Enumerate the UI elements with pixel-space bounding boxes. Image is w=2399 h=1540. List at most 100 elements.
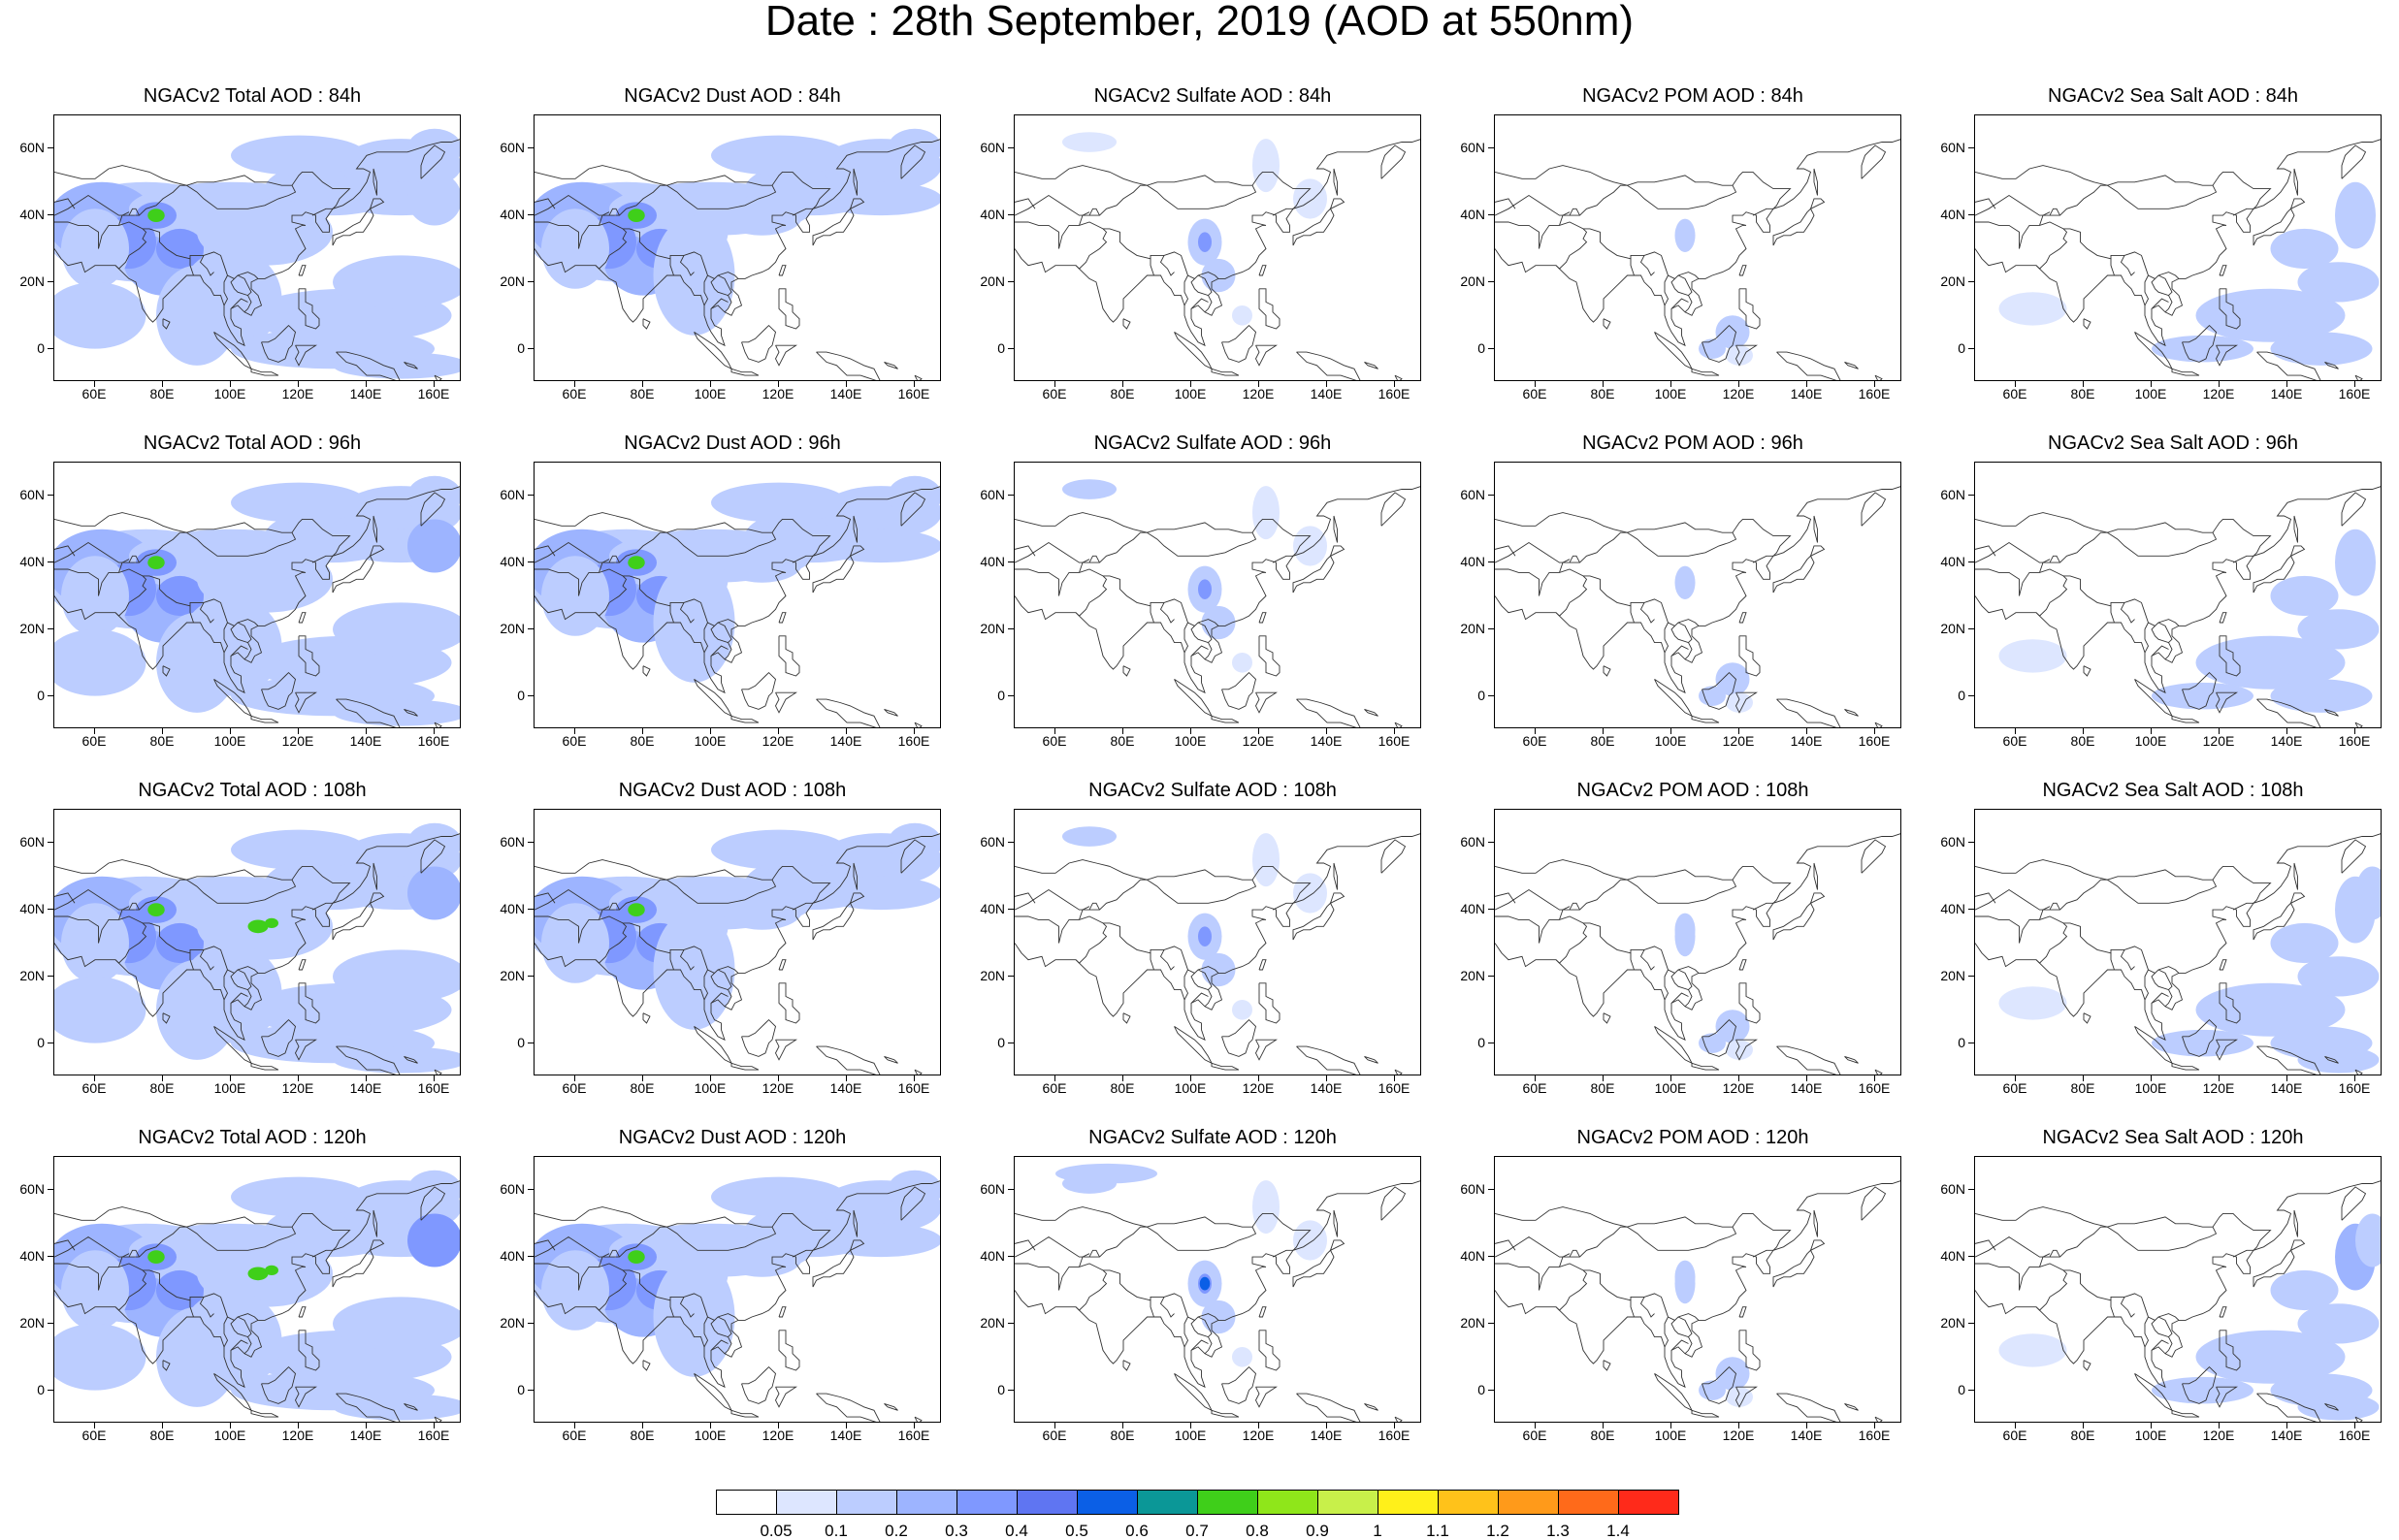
map-panel: NGACv2 POM AOD : 84h 60N 40N 20N 0 60E 80E 100E…	[1450, 85, 1935, 415]
boundary-line	[1734, 691, 1759, 714]
lat-tick-label: 60N	[1460, 834, 1485, 850]
boundary-line	[1813, 1209, 1818, 1237]
boundary-line	[774, 1386, 798, 1408]
boundary-line	[1975, 1239, 1996, 1251]
boundary-line	[1670, 645, 1689, 657]
lat-tick	[1488, 1322, 1494, 1324]
aod-map	[535, 475, 940, 727]
boundary-line	[2293, 862, 2298, 890]
boundary-line	[298, 288, 320, 330]
boundary-line	[2232, 555, 2253, 563]
boundary-line	[213, 679, 253, 718]
boundary-line	[1103, 228, 1219, 279]
lat-tick-label: 0	[1958, 1381, 1965, 1397]
aod-shading	[888, 1170, 940, 1210]
boundary-line	[250, 1062, 279, 1071]
boundary-line	[2151, 973, 2173, 1008]
aod-shading	[1715, 315, 1750, 349]
aod-map	[54, 822, 460, 1075]
lon-tick	[1122, 1075, 1123, 1081]
aod-shading	[1998, 1333, 2067, 1367]
aod-shading	[2297, 1303, 2380, 1344]
aod-shading	[653, 562, 735, 683]
lon-tick-label: 80E	[2070, 1428, 2095, 1443]
lon-tick-label: 100E	[2134, 1428, 2167, 1443]
lon-tick-label: 100E	[2134, 733, 2167, 749]
lat-tick-label: 60N	[980, 487, 1005, 503]
aod-shading	[820, 876, 940, 911]
panel-title: NGACv2 Sea Salt AOD : 108h	[2042, 780, 2304, 801]
boundary-line	[2134, 679, 2174, 718]
aod-shading	[1674, 1264, 1696, 1304]
boundary-line	[298, 265, 307, 276]
lat-tick	[1488, 214, 1494, 216]
boundary-line	[1752, 208, 1773, 216]
lon-tick	[2015, 381, 2016, 387]
boundary-line	[812, 555, 855, 594]
lon-tick	[298, 728, 299, 734]
lon-tick	[1874, 1075, 1875, 1081]
boundary-line	[1150, 258, 1154, 276]
boundary-line	[900, 839, 926, 874]
boundary-line	[535, 518, 831, 563]
boundary-line	[578, 221, 628, 270]
boundary-line	[332, 902, 374, 941]
boundary-line	[1079, 559, 1090, 573]
boundary-line	[1103, 575, 1219, 626]
boundary-line	[1810, 545, 1826, 557]
lat-tick	[528, 1322, 534, 1324]
coastlines	[535, 1180, 940, 1422]
boundary-line	[710, 645, 729, 657]
aod-shading	[1062, 826, 1117, 847]
boundary-line	[1147, 531, 1257, 557]
boundary-line	[237, 969, 252, 990]
lon-tick-label: 140E	[1790, 733, 1823, 749]
boundary-line	[1015, 865, 1312, 911]
boundary-line	[1639, 1297, 1655, 1318]
lon-tick	[1738, 1423, 1739, 1428]
boundary-line	[1677, 1316, 1693, 1337]
boundary-line	[1810, 892, 1826, 904]
boundary-line	[1333, 168, 1338, 196]
boundary-line	[1015, 512, 1148, 533]
map-panel: NGACv2 Sea Salt AOD : 108h 60N 40N 20N 0 60E 8…	[1930, 780, 2399, 1109]
boundary-line	[2215, 691, 2239, 714]
boundary-line	[1738, 265, 1747, 276]
aod-field	[1674, 1260, 1753, 1407]
boundary-line	[1583, 922, 1700, 974]
lon-tick	[2151, 1423, 2152, 1428]
boundary-line	[1603, 665, 1611, 677]
boundary-line	[2083, 318, 2091, 330]
aod-shading	[1674, 916, 1696, 957]
boundary-line	[2134, 1373, 2174, 1412]
aod-shading	[2297, 1394, 2380, 1421]
boundary-line	[434, 1069, 442, 1075]
boundary-line	[1975, 1206, 2108, 1228]
aod-shading	[2297, 956, 2380, 997]
aod-shading	[54, 628, 146, 696]
aod-shading	[333, 1394, 460, 1421]
boundary-line	[2063, 922, 2180, 974]
aod-shading	[820, 181, 940, 216]
lon-tick	[710, 1423, 711, 1428]
lon-tick-label: 140E	[829, 733, 862, 749]
lon-tick-label: 120E	[762, 386, 794, 401]
boundary-line	[1333, 862, 1338, 890]
boundary-line	[1844, 708, 1859, 717]
lat-tick	[528, 1389, 534, 1391]
boundary-line	[1776, 698, 1841, 727]
lat-tick-label: 0	[997, 1381, 1005, 1397]
lon-tick-label: 100E	[1654, 386, 1687, 401]
boundary-line	[1380, 492, 1407, 527]
lon-tick-label: 100E	[1174, 1428, 1207, 1443]
boundary-line	[1539, 568, 1588, 617]
boundary-line	[2171, 1409, 2200, 1418]
lon-tick-label: 100E	[1174, 386, 1207, 401]
boundary-line	[143, 228, 259, 279]
lat-tick	[1968, 214, 1974, 216]
boundary-line	[1015, 568, 1059, 596]
boundary-line	[1495, 165, 1628, 186]
boundary-line	[792, 208, 813, 216]
aod-map	[1495, 486, 1900, 727]
lon-tick-label: 100E	[2134, 1080, 2167, 1096]
